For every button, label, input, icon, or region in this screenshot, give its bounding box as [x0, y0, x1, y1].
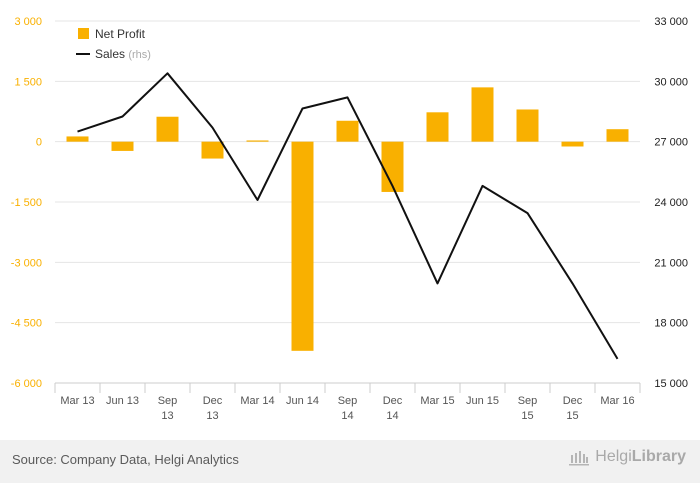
logo-text-bold: Library: [631, 448, 686, 465]
source-note: Source: Company Data, Helgi Analytics: [12, 452, 239, 467]
bar-net-profit: [606, 129, 629, 142]
legend-swatch-net-profit: [78, 28, 89, 39]
logo-text-light: Helgi: [595, 448, 632, 465]
x-tick-label: Dec: [383, 395, 403, 407]
y-right-tick-label: 18 000: [654, 318, 688, 330]
x-tick-label: Mar 14: [240, 395, 274, 407]
y-left-tick-label: 3 000: [14, 16, 42, 28]
bar-net-profit: [201, 141, 224, 159]
x-tick-label: 13: [206, 410, 218, 422]
x-tick-label: 14: [341, 410, 353, 422]
bar-net-profit: [426, 112, 449, 142]
x-tick-label: Dec: [563, 395, 583, 407]
bar-net-profit: [471, 87, 494, 142]
y-right-tick-label: 27 000: [654, 137, 688, 149]
footer: Source: Company Data, Helgi Analytics He…: [0, 440, 700, 483]
bar-net-profit: [516, 109, 539, 142]
y-left-tick-label: -1 500: [11, 197, 42, 209]
line-sales: [77, 72, 619, 360]
bar-net-profit: [291, 141, 314, 351]
x-tick-label: Jun 13: [106, 395, 139, 407]
bar-net-profit: [561, 141, 584, 147]
x-tick-label: 13: [161, 410, 173, 422]
legend-label-sales: Sales (rhs): [95, 47, 151, 61]
y-right-tick-label: 33 000: [654, 16, 688, 28]
x-tick-label: Jun 15: [466, 395, 499, 407]
bar-net-profit: [66, 136, 89, 142]
legend-label-net-profit: Net Profit: [95, 27, 146, 41]
bar-net-profit: [381, 141, 404, 192]
x-tick-label: Mar 16: [600, 395, 634, 407]
y-right-tick-label: 24 000: [654, 197, 688, 209]
x-tick-label: Sep: [158, 395, 178, 407]
x-tick-label: Dec: [203, 395, 223, 407]
y-left-tick-label: -3 000: [11, 257, 42, 269]
library-building-icon: [569, 451, 590, 466]
y-right-tick-label: 30 000: [654, 76, 688, 88]
x-tick-label: Sep: [518, 395, 538, 407]
x-tick-label: 15: [521, 410, 533, 422]
x-tick-label: Jun 14: [286, 395, 319, 407]
bar-net-profit: [246, 140, 269, 142]
chart: 3 000 1 500 0 -1 500 -3 000 -4 500 -6 000 33 00…: [11, 16, 688, 422]
x-tick-label: Mar 13: [60, 395, 94, 407]
x-tick-label: 15: [566, 410, 578, 422]
y-left-tick-label: 1 500: [14, 76, 42, 88]
y-left-tick-label: 0: [36, 137, 42, 149]
x-tick-label: Mar 15: [420, 395, 454, 407]
x-tick-label: Sep: [338, 395, 358, 407]
x-tick-label: 14: [386, 410, 398, 422]
legend-label-sales-suffix: (rhs): [128, 49, 151, 61]
y-left-tick-label: -4 500: [11, 318, 42, 330]
bar-net-profit: [156, 116, 179, 142]
y-right-tick-label: 15 000: [654, 378, 688, 390]
y-left-tick-label: -6 000: [11, 378, 42, 390]
helgi-library-logo: Helgi Library: [568, 448, 686, 466]
bar-net-profit: [111, 141, 134, 151]
bar-net-profit: [336, 120, 359, 142]
y-right-tick-label: 21 000: [654, 257, 688, 269]
